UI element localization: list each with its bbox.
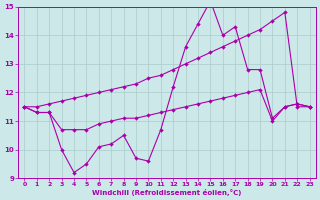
X-axis label: Windchill (Refroidissement éolien,°C): Windchill (Refroidissement éolien,°C): [92, 189, 242, 196]
